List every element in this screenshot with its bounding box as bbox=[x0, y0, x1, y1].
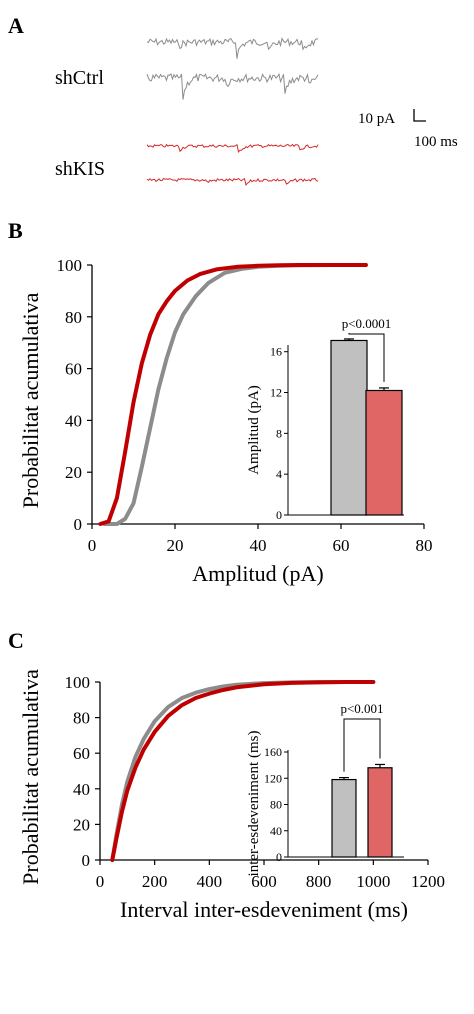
y-tick-label: 0 bbox=[74, 515, 83, 534]
x-axis-title: Interval inter-esdeveniment (ms) bbox=[120, 897, 408, 922]
y-tick-label: 80 bbox=[65, 308, 82, 327]
x-tick-label: 400 bbox=[197, 872, 223, 891]
panel-c-label: C bbox=[8, 628, 24, 653]
x-tick-label: 40 bbox=[250, 536, 267, 555]
scale-bar-y-label: 10 pA bbox=[358, 111, 395, 127]
y-axis-title: Probabilitat acumulativa bbox=[18, 669, 43, 885]
significance-bracket bbox=[348, 332, 385, 382]
inset-bar-0 bbox=[331, 778, 357, 858]
inset-bar-1 bbox=[365, 389, 403, 516]
inset-y-tick-label: 160 bbox=[264, 745, 282, 759]
series-line-1 bbox=[110, 680, 376, 862]
y-tick-label: 80 bbox=[73, 709, 90, 728]
y-tick-label: 20 bbox=[65, 463, 82, 482]
shkis-trace-1 bbox=[146, 143, 319, 153]
y-tick-label: 40 bbox=[73, 780, 90, 799]
y-tick-label: 0 bbox=[82, 851, 91, 870]
y-tick-label: 60 bbox=[73, 744, 90, 763]
inset-y-axis-title: inter-esdeveniment (ms) bbox=[246, 731, 262, 877]
shctrl-trace-2 bbox=[146, 72, 319, 100]
y-tick-label: 100 bbox=[65, 673, 91, 692]
significance-bracket bbox=[343, 718, 381, 772]
x-tick-label: 20 bbox=[167, 536, 184, 555]
shctrl-trace-1 bbox=[146, 37, 319, 59]
x-axis-title: Amplitud (pA) bbox=[192, 561, 323, 586]
panel-b-label: B bbox=[8, 218, 23, 243]
inset-y-tick-label: 0 bbox=[276, 508, 282, 522]
inset-y-tick-label: 12 bbox=[270, 386, 282, 400]
inset-y-axis-title: Amplitud (pA) bbox=[246, 385, 262, 475]
shkis-trace-2 bbox=[146, 177, 319, 187]
scale-bar-x-label: 100 ms bbox=[414, 134, 458, 150]
scale-bar bbox=[413, 109, 426, 122]
x-tick-label: 0 bbox=[96, 872, 105, 891]
significance-label: p<0.0001 bbox=[342, 316, 392, 331]
series-line-1 bbox=[98, 263, 368, 526]
inset-y-tick-label: 8 bbox=[276, 426, 282, 440]
y-tick-label: 100 bbox=[57, 256, 83, 275]
inset-y-tick-label: 80 bbox=[270, 798, 282, 812]
x-tick-label: 1000 bbox=[356, 872, 390, 891]
trace-label-shctrl: shCtrl bbox=[55, 67, 104, 89]
inset-bar-1 bbox=[367, 767, 393, 858]
inset-y-tick-label: 4 bbox=[276, 467, 282, 481]
inset-y-tick-label: 120 bbox=[264, 771, 282, 785]
y-tick-label: 20 bbox=[73, 815, 90, 834]
significance-label: p<0.001 bbox=[340, 701, 383, 716]
inset-y-tick-label: 40 bbox=[270, 824, 282, 838]
x-tick-label: 1200 bbox=[411, 872, 445, 891]
y-tick-label: 40 bbox=[65, 411, 82, 430]
x-tick-label: 60 bbox=[333, 536, 350, 555]
x-tick-label: 80 bbox=[416, 536, 433, 555]
inset-y-tick-label: 0 bbox=[276, 850, 282, 864]
series-line-0 bbox=[102, 263, 368, 526]
x-tick-label: 800 bbox=[306, 872, 332, 891]
inset-bar-0 bbox=[330, 339, 368, 516]
y-tick-label: 60 bbox=[65, 360, 82, 379]
x-tick-label: 200 bbox=[142, 872, 168, 891]
trace-label-shkis: shKIS bbox=[55, 158, 105, 180]
y-axis-title: Probabilitat acumulativa bbox=[18, 292, 43, 508]
inset-y-tick-label: 16 bbox=[270, 345, 282, 359]
x-tick-label: 0 bbox=[88, 536, 97, 555]
x-tick-label: 600 bbox=[251, 872, 277, 891]
panel-a-label: A bbox=[8, 13, 24, 38]
